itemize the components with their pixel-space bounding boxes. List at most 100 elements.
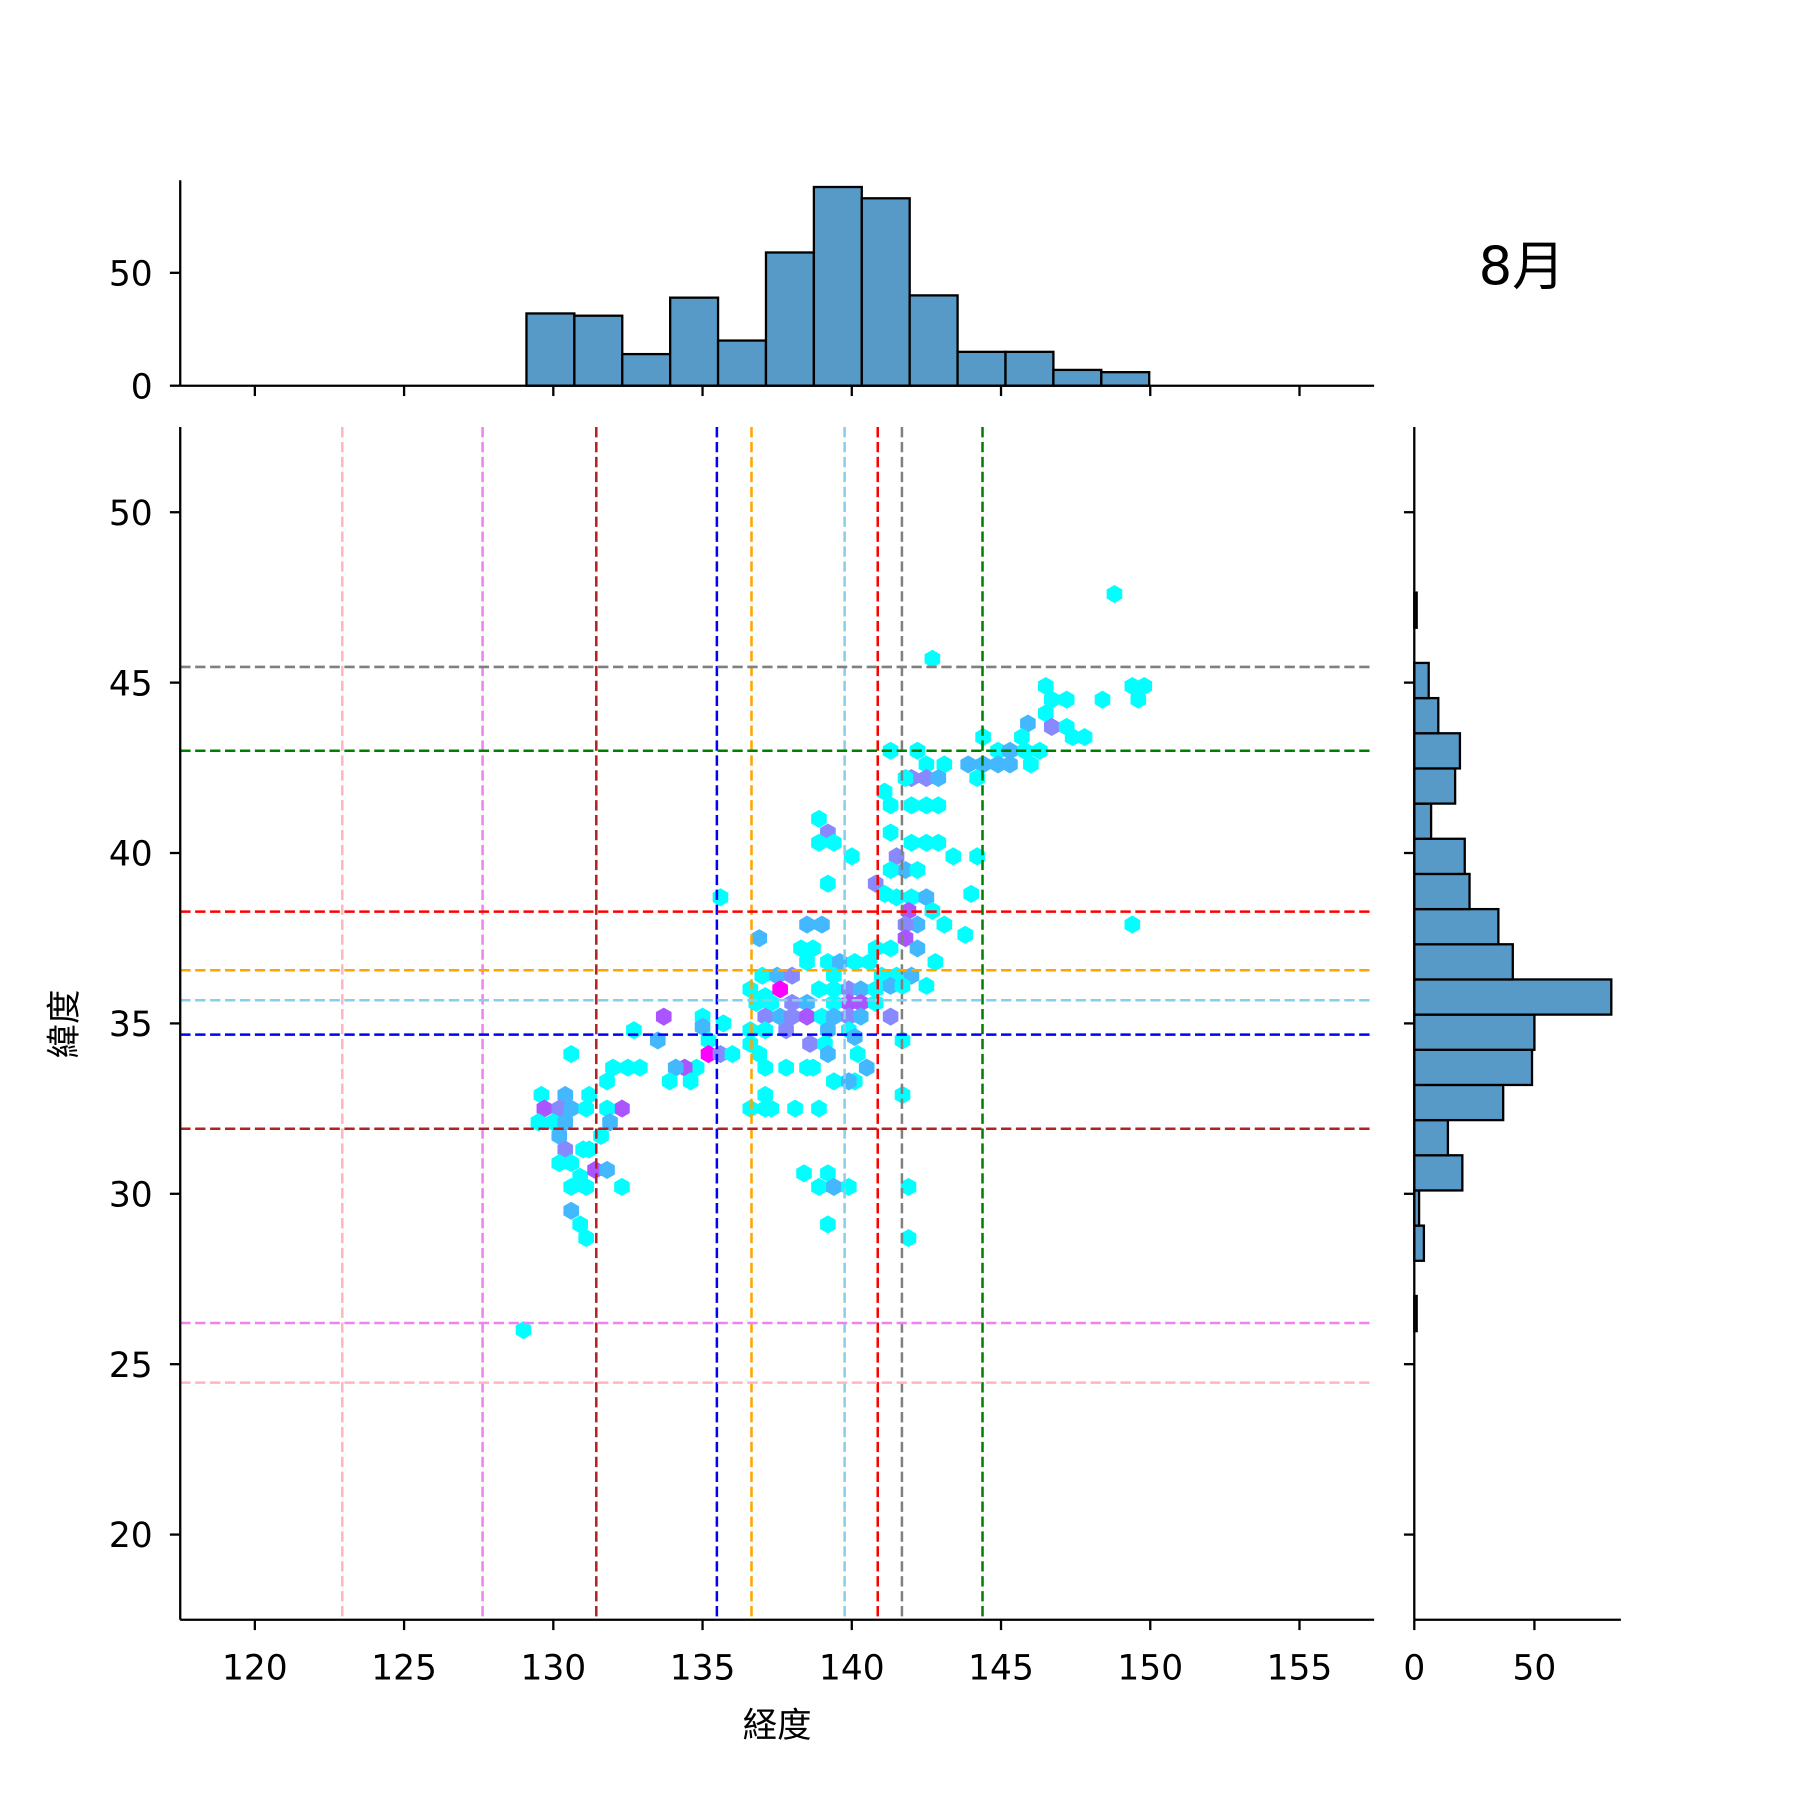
hexbin-cell — [515, 1321, 532, 1340]
hexbin-cell — [1043, 690, 1060, 709]
hexbin-cell — [563, 1201, 580, 1220]
y-tick-label: 35 — [109, 1005, 153, 1045]
histogram-bar — [1413, 1154, 1464, 1192]
hexbin-cell — [882, 823, 899, 842]
hexbin-cell — [1014, 728, 1030, 747]
hexbin-cell — [867, 993, 884, 1013]
hexbin-cell — [945, 847, 962, 866]
hexbin-cell — [811, 1177, 827, 1197]
histogram-bar — [1004, 350, 1055, 387]
hexbin-cell — [882, 939, 899, 958]
hexbin-cell — [614, 1177, 630, 1197]
hexbin-cell — [778, 1058, 794, 1077]
top-hist-y-tick-label: 50 — [109, 254, 153, 294]
hexbin-cell — [843, 847, 860, 866]
x-tick-label: 120 — [222, 1648, 288, 1688]
hexbin-cell — [882, 860, 899, 880]
hexbin-cell — [861, 953, 878, 972]
histogram-bar — [1413, 661, 1430, 700]
hexbin-cell — [530, 1113, 547, 1132]
hexbin-cell — [599, 1099, 615, 1118]
hexbin-cell — [772, 1007, 788, 1026]
hexbin-cell — [969, 769, 985, 788]
hexbin-cell — [930, 769, 947, 788]
hexbin-cell — [1094, 690, 1111, 709]
hexbin-cell — [805, 939, 821, 958]
histogram-bar — [1413, 802, 1433, 840]
hexbin-cell — [918, 833, 935, 852]
hexbin-cell — [599, 1160, 615, 1179]
hexbin-cell — [814, 915, 830, 934]
hexbin-cell — [1130, 690, 1147, 709]
hexbin-cell — [578, 1177, 594, 1197]
histogram-bar — [1413, 1013, 1536, 1051]
histogram-bar — [573, 314, 624, 387]
hexbin-cell — [820, 1215, 836, 1234]
hexbin-cell — [700, 1044, 717, 1064]
y-axis-label: 緯度 — [45, 990, 85, 1059]
hexbin-cell — [918, 755, 935, 774]
histogram-bar — [908, 294, 959, 387]
y-tick-label: 30 — [109, 1175, 153, 1215]
hexbin-cell — [793, 939, 809, 958]
hexbin-cell — [1106, 585, 1123, 604]
histogram-bar — [860, 197, 911, 387]
hexbin-cell — [852, 1007, 869, 1026]
hexbin-cell — [849, 1044, 866, 1064]
hexbin-cell — [888, 888, 905, 907]
histogram-bar — [1413, 907, 1500, 946]
hexbin-cell — [826, 1072, 842, 1091]
hexbin-cell — [820, 1044, 836, 1064]
hexbin-cell — [882, 976, 899, 995]
histogram-bar — [812, 185, 863, 387]
histogram-bar — [1052, 368, 1103, 387]
top-marginal-histogram: 0 50 — [109, 180, 1375, 407]
hexbin-cell — [918, 976, 935, 995]
hexbin-cell — [1124, 915, 1141, 934]
hexbin-cell — [557, 1140, 574, 1159]
hexbin-cell — [602, 1113, 618, 1132]
main-hexbin-plot: 120 125 130 135 140 145 150 155 20 25 30 35 40 45 50 — [109, 427, 1375, 1688]
hexbin-cell — [811, 980, 827, 999]
hexbin-cell — [1076, 728, 1093, 747]
histogram-bar — [1413, 1048, 1534, 1087]
hexbin-cell — [918, 796, 935, 815]
hexbin-cell — [1136, 676, 1153, 696]
histogram-bar — [1413, 1083, 1505, 1122]
hexbin-cell — [846, 1027, 863, 1047]
hexbin-cell — [536, 1099, 553, 1118]
hexbin-cell — [563, 1099, 580, 1118]
histogram-bar — [1413, 872, 1471, 911]
hexbin-cell — [533, 1085, 550, 1104]
hexbin-cell — [963, 884, 979, 903]
hexbin-cell — [957, 925, 974, 944]
hexbin-cell — [724, 1044, 741, 1064]
hexbin-cell — [694, 1017, 711, 1036]
chart-title: 8月 — [1479, 237, 1565, 298]
hexbin-cell — [909, 915, 926, 934]
hexbin-cell — [614, 1099, 630, 1118]
hexbin-cell — [820, 1164, 836, 1183]
hexbin-cell — [1043, 717, 1060, 736]
hexbin-cell — [924, 649, 941, 668]
hexbin-cell — [581, 1140, 597, 1159]
hexbin-cell — [903, 796, 920, 815]
hexbin-cell — [688, 1058, 705, 1077]
hexbin-cell — [876, 782, 893, 801]
x-tick-label: 125 — [371, 1648, 437, 1688]
hexbin-cell — [757, 1007, 774, 1026]
hexbin-cell — [852, 980, 869, 999]
hexbin-cell — [563, 1177, 580, 1197]
hexbin-cell — [563, 1044, 580, 1064]
hexbin-cell — [876, 884, 893, 903]
hexbin-cell — [757, 1021, 774, 1040]
hexbin-cell — [820, 953, 836, 972]
hexbin-cell — [903, 888, 920, 907]
hexbin-cell — [557, 1085, 574, 1104]
hexbin-cell — [796, 1164, 812, 1183]
hexbin-cell — [605, 1058, 621, 1077]
histogram-bar — [956, 350, 1007, 387]
hexbin-cell — [930, 796, 947, 815]
hexbin-cell — [599, 1072, 615, 1091]
hexbin-cell — [888, 847, 905, 866]
